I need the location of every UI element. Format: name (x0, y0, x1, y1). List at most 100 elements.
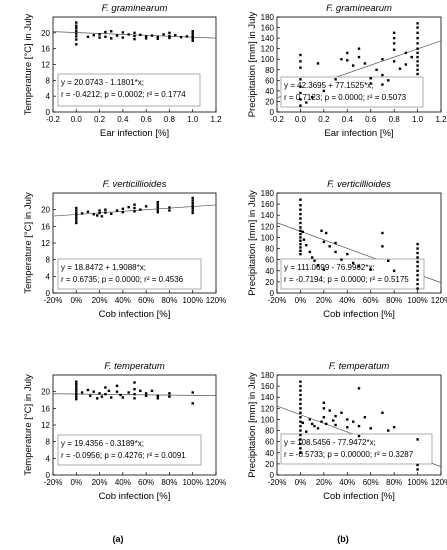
data-point (191, 209, 194, 212)
data-point (387, 79, 390, 82)
data-point (416, 55, 419, 59)
data-point (299, 242, 302, 246)
equation-line: r = -0.0956; p = 0.4276; r² = 0.0091 (61, 451, 186, 460)
data-point (75, 390, 78, 393)
data-point (299, 416, 302, 419)
y-tick-label: 8 (46, 256, 51, 265)
data-point (316, 62, 320, 65)
x-tick-label: 60% (363, 478, 379, 487)
data-point (416, 242, 419, 246)
data-point (92, 390, 95, 393)
data-point (75, 38, 78, 41)
data-point (86, 35, 90, 38)
data-point (363, 62, 367, 65)
data-point (100, 215, 104, 218)
y-tick-label: 60 (265, 76, 274, 85)
y-tick-label: 160 (261, 24, 275, 33)
data-point (179, 35, 183, 39)
panel-verticillioides-precipitation: F. verticillioides 0 20 40 60 80 100 120 140 160 1… (247, 179, 447, 320)
data-point (115, 390, 119, 393)
y-tick-label: 0 (46, 108, 51, 117)
data-point (121, 36, 125, 39)
data-point (322, 416, 326, 419)
data-point (299, 208, 302, 211)
data-point (191, 206, 194, 210)
data-point (310, 96, 314, 99)
panel-graminearum-temperature: F. graminearum 0 4 8 12 16 20 -0.2 0.0 0.2 0.4 0.6 0… (23, 3, 222, 139)
y-tick-label: 4 (46, 272, 51, 281)
data-point (299, 221, 302, 225)
x-tick-label: 80% (161, 478, 177, 487)
y-tick-label: 8 (46, 76, 51, 85)
data-point (119, 393, 122, 397)
data-point (191, 201, 194, 205)
x-tick-label: 1.2 (435, 115, 447, 124)
data-point (392, 42, 396, 45)
data-point (316, 427, 320, 430)
x-tick-label: 0.8 (164, 115, 176, 124)
data-point (150, 34, 154, 37)
y-tick-label: 140 (261, 211, 275, 220)
data-point (139, 208, 142, 211)
data-point (168, 34, 171, 38)
y-tick-label: 60 (265, 256, 274, 265)
plot-frame (276, 192, 442, 294)
data-point (156, 203, 159, 206)
x-tick-label: 0.6 (141, 115, 153, 124)
chart-title: F. temperatum (104, 361, 165, 372)
data-point (86, 210, 90, 213)
data-point (75, 26, 78, 30)
x-tick-label: 0% (71, 296, 83, 305)
data-point (328, 409, 331, 412)
data-point (144, 37, 148, 40)
data-point (121, 207, 125, 211)
data-point (416, 269, 419, 272)
data-point (156, 394, 159, 398)
data-point (416, 251, 419, 255)
data-point (75, 221, 78, 225)
data-point (416, 64, 419, 67)
data-point (375, 68, 378, 71)
x-tick-label: 1.2 (210, 115, 222, 124)
data-point (299, 393, 302, 397)
data-point (416, 42, 419, 45)
data-point (392, 269, 396, 272)
data-point (392, 31, 396, 35)
x-axis-label: Cob infection [%] (99, 491, 171, 502)
data-point (75, 24, 78, 27)
data-point (115, 34, 119, 37)
y-tick-label: 180 (261, 13, 275, 22)
y-tick-label: 4 (46, 454, 51, 463)
data-point (98, 392, 101, 395)
data-point (80, 212, 84, 215)
data-point (92, 213, 95, 216)
x-tick-label: 20% (316, 478, 332, 487)
data-point (392, 60, 396, 63)
data-point (392, 48, 396, 51)
y-tick-label: 8 (46, 438, 51, 447)
data-point (156, 208, 159, 211)
x-tick-label: 0% (295, 478, 307, 487)
data-point (299, 212, 302, 216)
data-point (416, 468, 419, 471)
x-tick-label: 100% (182, 296, 202, 305)
data-point (416, 247, 419, 250)
data-point (334, 414, 337, 418)
data-point (387, 429, 390, 432)
data-point (104, 35, 107, 38)
panel-verticillioides-temperature: F. verticillioides 0 4 8 12 16 20 -20% 0% 20% 40% 6… (23, 179, 226, 320)
data-point (121, 396, 125, 399)
data-point (133, 37, 136, 41)
data-point (104, 392, 107, 396)
data-point (75, 380, 78, 383)
data-point (334, 78, 337, 81)
equation-box (57, 258, 202, 290)
data-point (363, 416, 367, 419)
x-tick-label: 60% (138, 478, 154, 487)
data-point (299, 91, 302, 95)
y-tick-label: 16 (41, 45, 50, 54)
y-tick-label: 100 (261, 55, 275, 64)
y-tick-label: 120 (261, 222, 275, 231)
data-point (75, 387, 78, 391)
data-point (75, 206, 78, 210)
